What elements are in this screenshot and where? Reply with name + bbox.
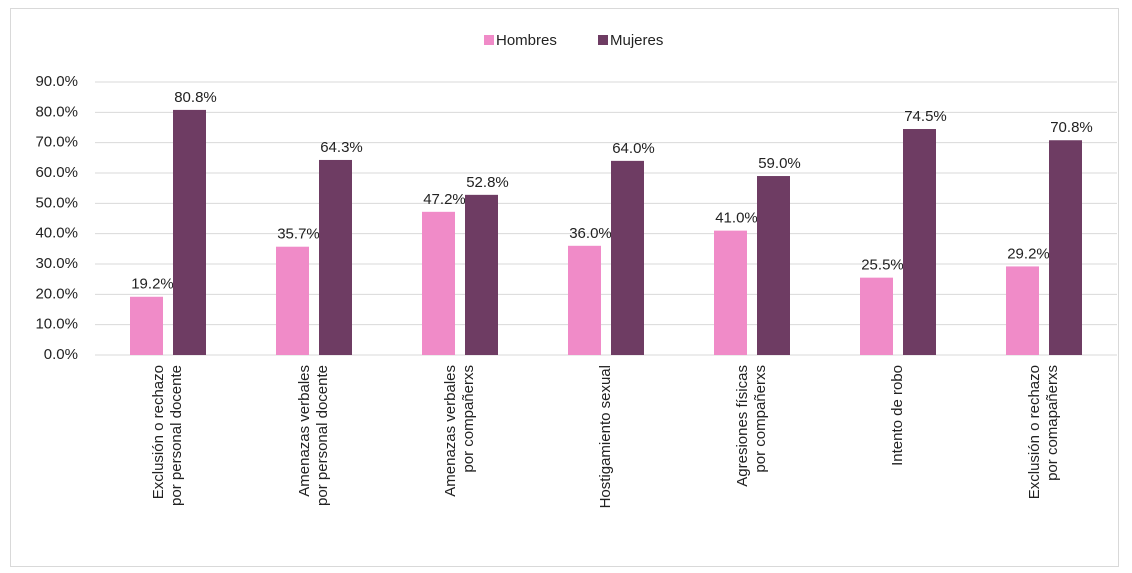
x-tick-label: Amenazas verbalespor personal docente: [296, 365, 331, 506]
value-label: 59.0%: [758, 155, 801, 172]
x-tick-label: Exclusión o rechazopor comapañerxs: [1026, 365, 1061, 499]
bar: [465, 194, 498, 355]
bar: [611, 160, 644, 355]
y-tick-label: 20.0%: [35, 285, 78, 302]
x-tick-label: Exclusión o rechazopor personal docente: [150, 365, 185, 506]
value-label: 64.3%: [320, 139, 363, 156]
legend-label: Mujeres: [610, 32, 663, 49]
bar: [903, 129, 936, 355]
value-label: 41.0%: [715, 210, 758, 227]
y-tick-label: 90.0%: [35, 73, 78, 90]
value-label: 36.0%: [569, 225, 612, 242]
value-label: 64.0%: [612, 140, 655, 157]
x-tick-label: Intento de robo: [889, 365, 906, 466]
legend-label: Hombres: [496, 32, 557, 49]
y-tick-label: 30.0%: [35, 255, 78, 272]
value-label: 25.5%: [861, 257, 904, 274]
value-label: 70.8%: [1050, 119, 1093, 136]
value-label: 35.7%: [277, 226, 320, 243]
bar: [1006, 266, 1039, 355]
value-label: 29.2%: [1007, 245, 1050, 262]
y-tick-label: 40.0%: [35, 225, 78, 242]
value-label: 52.8%: [466, 174, 509, 191]
bar: [130, 296, 163, 355]
bar: [1049, 140, 1082, 355]
y-tick-label: 10.0%: [35, 316, 78, 333]
y-tick-label: 60.0%: [35, 164, 78, 181]
bar: [422, 211, 455, 355]
x-tick-label: Hostigamiento sexual: [597, 365, 614, 508]
value-label: 80.8%: [174, 89, 217, 106]
y-tick-label: 80.0%: [35, 103, 78, 120]
value-label: 74.5%: [904, 108, 947, 125]
bar: [568, 245, 601, 355]
bar: [276, 246, 309, 355]
x-tick-label: Agresiones físicaspor compañerxs: [734, 365, 769, 487]
x-tick-label: Amenazas verbalespor compañerxs: [442, 365, 477, 497]
value-label: 19.2%: [131, 276, 174, 293]
value-label: 47.2%: [423, 191, 466, 208]
y-tick-label: 70.0%: [35, 134, 78, 151]
bar: [860, 277, 893, 355]
legend-swatch: [598, 35, 608, 45]
y-tick-label: 50.0%: [35, 194, 78, 211]
legend-swatch: [484, 35, 494, 45]
bar: [714, 230, 747, 355]
bar: [173, 109, 206, 355]
y-tick-label: 0.0%: [44, 346, 78, 363]
chart-frame: [10, 8, 1119, 567]
bar: [757, 176, 790, 355]
bar: [319, 159, 352, 355]
